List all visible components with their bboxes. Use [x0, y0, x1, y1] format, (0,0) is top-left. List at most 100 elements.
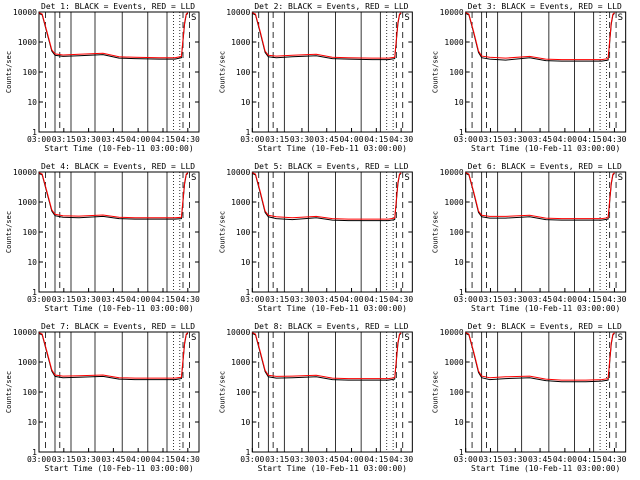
x-tick-label: 03:45: [528, 135, 552, 144]
x-tick-label: 04:00: [553, 455, 577, 464]
y-tick-label: 100: [236, 68, 251, 77]
events-series-line: [465, 172, 615, 221]
chart-title: Det 9: BLACK = Events, RED = LLD: [468, 322, 622, 331]
x-tick-label: 03:15: [478, 135, 502, 144]
y-axis-label: Counts/sec: [5, 51, 13, 93]
chart-panel-3: Det 3: BLACK = Events, RED = LLD 1 10 100 10…: [432, 2, 627, 153]
corner-label: S: [404, 173, 409, 183]
y-tick-label: 10000: [440, 328, 464, 337]
corner-label: S: [404, 333, 409, 343]
y-tick-label: 1000: [444, 358, 463, 367]
y-tick-label: 1: [246, 288, 251, 297]
x-tick-label: 04:15: [364, 135, 388, 144]
x-tick-label: 04:00: [339, 455, 363, 464]
x-tick-label: 04:15: [151, 455, 175, 464]
corner-label: S: [404, 13, 409, 23]
events-series-line: [38, 12, 189, 60]
y-tick-label: 10: [241, 258, 251, 267]
plot-frame: [465, 331, 627, 453]
plot-frame: [38, 331, 200, 453]
chart-title: Det 3: BLACK = Events, RED = LLD: [468, 2, 622, 11]
y-tick-label: 100: [449, 68, 464, 77]
x-tick-label: 04:15: [364, 295, 388, 304]
y-tick-label: 1000: [444, 198, 463, 207]
chart-title: Det 5: BLACK = Events, RED = LLD: [254, 162, 408, 171]
y-tick-label: 1: [459, 128, 464, 137]
x-axis-label: Start Time (10-Feb-11 03:00:00): [258, 464, 407, 473]
x-tick-label: 03:00: [27, 295, 51, 304]
y-tick-label: 100: [236, 388, 251, 397]
corner-label: S: [618, 13, 623, 23]
x-tick-label: 04:30: [389, 455, 413, 464]
y-tick-label: 1000: [231, 358, 250, 367]
x-tick-label: 04:00: [339, 135, 363, 144]
y-tick-label: 1: [246, 128, 251, 137]
lld-series-line: [252, 332, 402, 380]
y-tick-label: 10000: [226, 8, 250, 17]
y-tick-label: 1000: [18, 198, 37, 207]
x-axis-label: Start Time (10-Feb-11 03:00:00): [471, 304, 620, 313]
lld-series-line: [38, 332, 189, 379]
y-tick-label: 10: [241, 418, 251, 427]
lld-series-line: [465, 332, 615, 381]
x-tick-label: 04:30: [176, 455, 200, 464]
x-tick-label: 03:00: [240, 295, 264, 304]
x-tick-label: 03:00: [454, 295, 478, 304]
chart-title: Det 6: BLACK = Events, RED = LLD: [468, 162, 622, 171]
corner-label: S: [618, 173, 623, 183]
x-tick-label: 03:00: [27, 135, 51, 144]
x-tick-label: 04:15: [151, 135, 175, 144]
lld-series-line: [252, 172, 402, 220]
plot-frame: [465, 11, 627, 133]
chart-title: Det 8: BLACK = Events, RED = LLD: [254, 322, 408, 331]
lld-series-line: [38, 172, 189, 219]
x-tick-label: 03:00: [240, 135, 264, 144]
corner-label: S: [191, 333, 196, 343]
corner-label: S: [191, 173, 196, 183]
x-tick-label: 04:00: [126, 295, 150, 304]
x-tick-label: 03:45: [315, 455, 339, 464]
x-tick-label: 03:00: [454, 455, 478, 464]
y-tick-label: 10: [454, 98, 464, 107]
chart-panel-2: Det 2: BLACK = Events, RED = LLD 1 10 100 10…: [218, 2, 413, 153]
x-tick-label: 04:00: [126, 455, 150, 464]
y-tick-label: 100: [23, 228, 38, 237]
chart-panel-4: Det 4: BLACK = Events, RED = LLD 1 10 100 10…: [5, 162, 200, 313]
x-axis-label: Start Time (10-Feb-11 03:00:00): [258, 304, 407, 313]
y-axis-label: Counts/sec: [218, 371, 226, 413]
y-tick-label: 10: [27, 98, 37, 107]
plot-frame: [38, 171, 200, 293]
y-tick-label: 10000: [13, 328, 37, 337]
x-tick-label: 03:45: [528, 455, 552, 464]
chart-title: Det 4: BLACK = Events, RED = LLD: [41, 162, 195, 171]
chart-title: Det 1: BLACK = Events, RED = LLD: [41, 2, 195, 11]
plot-frame: [465, 171, 627, 293]
x-tick-label: 03:45: [101, 455, 125, 464]
y-tick-label: 100: [23, 68, 38, 77]
chart-panel-8: Det 8: BLACK = Events, RED = LLD 1 10 100 10…: [218, 322, 413, 473]
y-tick-label: 1: [32, 448, 37, 457]
x-tick-label: 03:15: [265, 455, 289, 464]
y-axis-label: Counts/sec: [432, 371, 440, 413]
x-tick-label: 03:30: [77, 295, 101, 304]
y-tick-label: 1000: [18, 38, 37, 47]
y-tick-label: 10: [27, 258, 37, 267]
events-series-line: [38, 172, 189, 220]
x-tick-label: 04:00: [339, 295, 363, 304]
x-tick-label: 03:15: [265, 295, 289, 304]
x-tick-label: 04:30: [602, 135, 626, 144]
y-tick-label: 100: [23, 388, 38, 397]
events-series-line: [252, 172, 402, 222]
x-axis-label: Start Time (10-Feb-11 03:00:00): [471, 144, 620, 153]
y-tick-label: 1: [32, 288, 37, 297]
x-tick-label: 03:45: [101, 295, 125, 304]
chart-panel-1: Det 1: BLACK = Events, RED = LLD 1 10 100 10…: [5, 2, 200, 153]
chart-panel-9: Det 9: BLACK = Events, RED = LLD 1 10 100 10…: [432, 322, 627, 473]
x-tick-label: 03:30: [290, 135, 314, 144]
y-tick-label: 10: [241, 98, 251, 107]
x-tick-label: 03:45: [315, 135, 339, 144]
plot-frame: [251, 171, 413, 293]
y-axis-label: Counts/sec: [218, 211, 226, 253]
x-tick-label: 04:30: [602, 295, 626, 304]
